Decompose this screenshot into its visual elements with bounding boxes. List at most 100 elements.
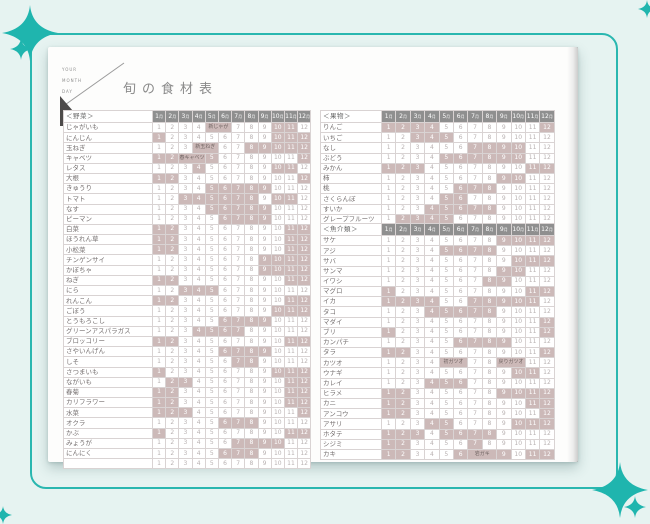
month-cell: 2 — [395, 142, 411, 154]
row-label: サケ — [320, 234, 382, 247]
month-cell: 12 — [297, 183, 312, 195]
month-cell: 6 — [217, 132, 233, 144]
month-cell: 6 — [217, 346, 233, 358]
month-cell: 2 — [395, 428, 411, 440]
month-cell: 8 — [481, 377, 498, 389]
month-cell: 3 — [178, 254, 193, 266]
row-label — [63, 458, 153, 470]
month-cell: 7 — [467, 285, 483, 298]
month-cell: 7 — [231, 223, 246, 236]
month-cell: 10 — [510, 172, 526, 185]
month-cell: 6 — [452, 408, 469, 420]
month-cell: 4 — [191, 447, 206, 460]
table-row: ブリ 1 2 3 4 5 6 7 8 9 10 11 12 — [320, 326, 555, 338]
month-cell: 8 — [244, 458, 259, 470]
month-cell: 10 — [270, 417, 285, 429]
month-cell: 2 — [395, 152, 411, 164]
month-cell: 8 — [481, 336, 498, 349]
month-cell: 5 — [204, 315, 219, 327]
month-cell: 4 — [424, 203, 440, 215]
month-cell: 3 — [409, 183, 426, 195]
month-cell: 12 — [539, 316, 555, 328]
month-cell: 11 — [524, 142, 541, 154]
month-cell: 1 — [380, 193, 397, 205]
month-cell: 5 — [438, 285, 454, 298]
month-cell: 1 — [151, 458, 167, 470]
month-cell: 1 — [380, 347, 397, 359]
month-cell: 9 — [257, 172, 272, 185]
month-cell: 11 — [524, 377, 541, 389]
month-cell: 10 — [270, 254, 285, 266]
month-cell: 11 — [283, 427, 299, 439]
month-cell: 8 — [244, 183, 259, 195]
month-cell: 11 — [524, 203, 541, 215]
month-header: 11月 — [524, 110, 541, 123]
month-cell: 7 — [467, 438, 483, 450]
month-cell: 6 — [217, 254, 233, 266]
month-cell: 4 — [191, 284, 206, 297]
month-cell: 10 — [270, 458, 285, 470]
month-cell: 10 — [510, 428, 526, 440]
month-cell: 3 — [178, 132, 193, 144]
page-title: 旬の食材表 — [123, 82, 219, 97]
month-cell: 6 — [217, 315, 233, 327]
month-cell: 8 — [481, 172, 498, 185]
month-cell: 7 — [467, 203, 483, 215]
month-cell: 5 — [204, 346, 219, 358]
month-cell: 1 — [151, 244, 167, 256]
month-cell: 10 — [270, 305, 285, 317]
month-cell: 8 — [244, 132, 259, 144]
month-cell: 6 — [217, 376, 233, 388]
month-cell: 1 — [380, 255, 397, 267]
month-header: 2月 — [395, 110, 411, 123]
month-cell: 11 — [524, 121, 541, 134]
month-cell: 8 — [481, 387, 498, 400]
month-cell: 10 — [270, 447, 285, 460]
month-cell: 12 — [539, 285, 555, 298]
month-cell: 9 — [496, 387, 512, 400]
month-cell: 12 — [297, 132, 312, 144]
month-cell: 4 — [191, 203, 206, 215]
month-cell: 7 — [467, 367, 483, 379]
month-cell: 8 — [244, 142, 259, 154]
month-cell: 3 — [178, 397, 193, 409]
month-cell: 7 — [231, 335, 246, 348]
month-cell: 8 — [481, 408, 498, 420]
month-cell: 2 — [165, 447, 180, 460]
month-cell: 8 — [481, 326, 498, 338]
month-cell: 4 — [424, 142, 440, 154]
table-row: さくらんぼ 1 2 3 4 5 6 7 8 9 10 11 12 — [320, 193, 555, 205]
month-cell: 3 — [178, 264, 193, 276]
month-cell: 6 — [217, 284, 233, 297]
month-cell: 2 — [395, 203, 411, 215]
month-cell: 6 — [452, 285, 469, 298]
month-cell: 2 — [165, 335, 180, 348]
month-cell: 5 — [438, 408, 454, 420]
month-cell: 10 — [510, 245, 526, 257]
month-cell: 10 — [270, 223, 285, 236]
month-cell: 3 — [409, 316, 426, 328]
row-label: 柿 — [320, 172, 382, 185]
month-cell: 1 — [151, 254, 167, 266]
month-cell: 8 — [481, 203, 498, 215]
month-cell: 6 — [217, 193, 233, 205]
month-cell: 4 — [424, 357, 440, 369]
month-cell: 2 — [395, 367, 411, 379]
month-cell: 8 — [244, 397, 259, 409]
month-cell: 10 — [510, 408, 526, 420]
month-cell: 4 — [424, 183, 440, 195]
row-label: ブロッコリー — [63, 335, 153, 348]
month-cell: 7 — [231, 234, 246, 246]
row-label: しそ — [63, 356, 153, 368]
month-cell: 10 — [510, 397, 526, 410]
month-cell: 10 — [270, 274, 285, 287]
month-cell: 10 — [270, 437, 285, 450]
month-cell: 6 — [452, 296, 469, 308]
month-header: 3月 — [178, 110, 193, 123]
month-cell: 5 — [438, 172, 454, 185]
month-cell: 1 — [380, 162, 397, 174]
month-cell: 6 — [217, 162, 233, 174]
month-cell: 9 — [257, 132, 272, 144]
month-cell: 12 — [539, 377, 555, 389]
month-cell: 11 — [524, 326, 541, 338]
